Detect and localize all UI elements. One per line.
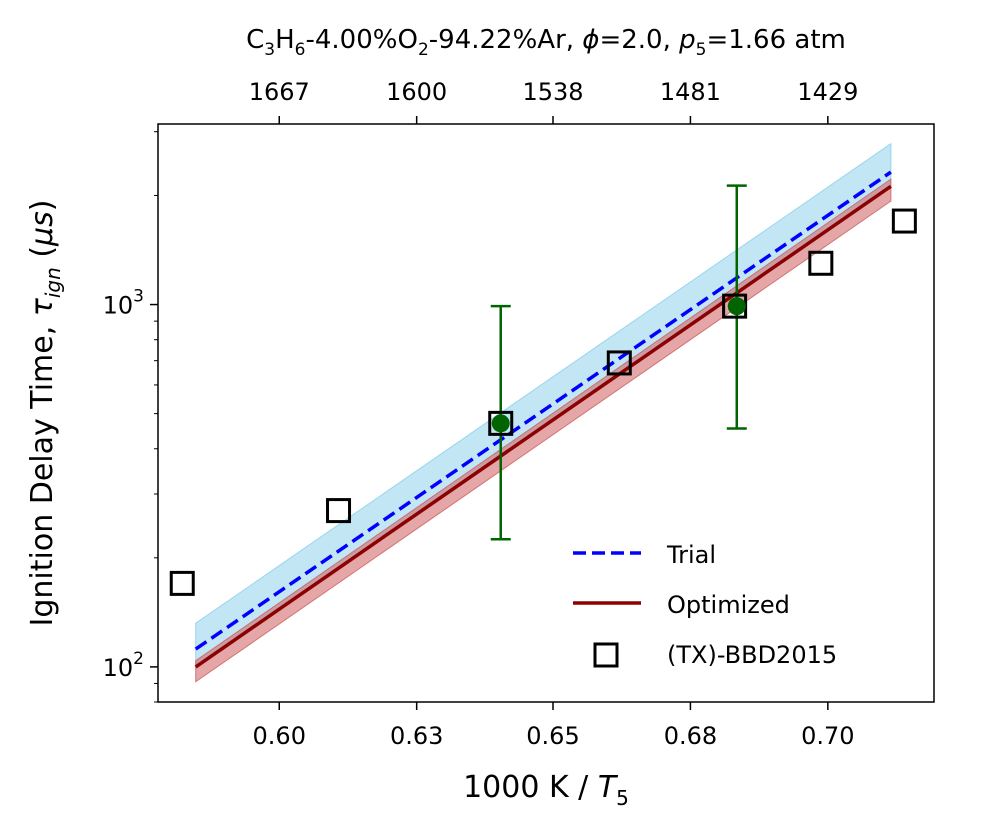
- chart-title: C3H6-4.00%O2-94.22%Ar, ϕ=2.0, p5=1.66 at…: [246, 25, 846, 60]
- x-tick-label: 0.65: [526, 722, 579, 750]
- legend: Trial Optimized (TX)-BBD2015: [573, 541, 837, 669]
- legend-trial-label: Trial: [666, 541, 716, 569]
- x-tick-label: 0.63: [390, 722, 443, 750]
- data-point-square: [169, 570, 195, 596]
- legend-data-label: (TX)-BBD2015: [667, 641, 837, 669]
- legend-optimized-label: Optimized: [667, 591, 790, 619]
- x-tick-label: 0.60: [253, 722, 306, 750]
- legend-data-swatch: [593, 642, 619, 668]
- data-point-square: [808, 250, 834, 276]
- data-point-marker: [727, 297, 746, 316]
- x-tick-label: 0.68: [664, 722, 717, 750]
- data-point-square: [326, 498, 352, 524]
- x-top-tick-label: 1538: [522, 78, 583, 106]
- x-top-tick-label: 1600: [386, 78, 447, 106]
- data-point-square: [488, 410, 514, 436]
- series-line-optimized: [194, 184, 892, 669]
- x-tick-label: 0.70: [801, 722, 854, 750]
- axes-frame: [157, 123, 935, 703]
- y-tick-label: 103: [103, 287, 144, 320]
- y-axis-label: Ignition Delay Time, τign (μs): [25, 199, 65, 626]
- x-top-tick-label: 1667: [249, 78, 310, 106]
- x-top-tick-label: 1429: [797, 78, 858, 106]
- data-point-square: [891, 208, 917, 234]
- series-line-trial: [194, 170, 892, 651]
- x-top-tick-label: 1481: [660, 78, 721, 106]
- x-axis-label: 1000 K / T5: [463, 770, 629, 810]
- tick-layer: 0.60 0.63 0.65 0.68 0.70 1667 1600 1538 1481 1429…: [103, 78, 859, 750]
- data-point-square: [606, 350, 632, 376]
- y-tick-label: 102: [103, 649, 144, 682]
- plot-area: [169, 142, 917, 683]
- data-point-marker: [491, 414, 510, 433]
